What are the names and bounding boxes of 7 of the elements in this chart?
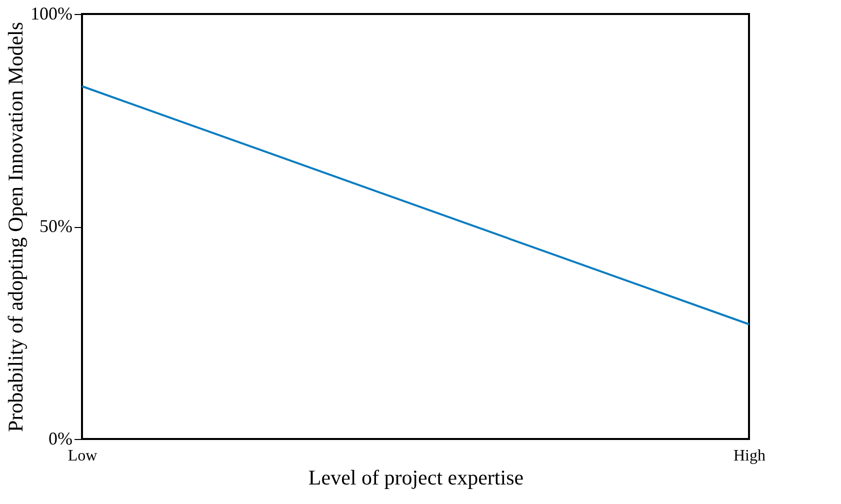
y-tick-label: 0% <box>48 428 72 448</box>
y-axis-title: Probability of adopting Open Innovation Models <box>4 22 28 432</box>
x-tick-label: Low <box>68 448 98 464</box>
y-tick-label: 100% <box>30 4 72 24</box>
x-axis-title: Level of project expertise <box>308 466 524 490</box>
y-tick-label: 50% <box>40 216 72 236</box>
x-tick-label: High <box>734 448 766 464</box>
